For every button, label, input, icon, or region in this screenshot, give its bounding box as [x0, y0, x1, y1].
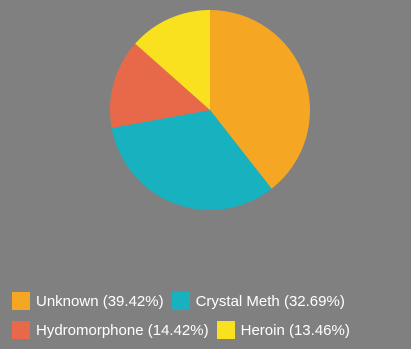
legend-swatch-crystal-meth [171, 292, 190, 310]
legend-swatch-hydromorphone [12, 321, 30, 339]
legend-row: Unknown (39.42%) Crystal Meth (32.69%) [12, 290, 353, 312]
pie-slice-unknown[interactable] [210, 10, 310, 189]
legend-percent-hydromorphone: (14.42%) [147, 321, 209, 339]
legend-percent-unknown: (39.42%) [102, 292, 164, 310]
legend-percent-crystal-meth: (32.69%) [283, 292, 345, 310]
legend-label-hydromorphone: Hydromorphone [36, 321, 144, 339]
pie-slice-heroin[interactable] [135, 10, 210, 110]
pie-slice-hydromorphone[interactable] [109, 43, 210, 129]
legend-item-crystal-meth[interactable]: Crystal Meth (32.69%) [171, 292, 345, 310]
pie-slice-crystal-meth[interactable] [111, 110, 272, 210]
legend-item-unknown[interactable]: Unknown (39.42%) [12, 292, 164, 310]
legend-item-heroin[interactable]: Heroin (13.46%) [216, 321, 350, 339]
legend-label-heroin: Heroin [240, 321, 285, 339]
legend-label-crystal-meth: Crystal Meth [195, 292, 280, 310]
legend-swatch-heroin [216, 321, 235, 339]
legend-item-hydromorphone[interactable]: Hydromorphone (14.42%) [12, 321, 209, 339]
legend-percent-heroin: (13.46%) [288, 321, 350, 339]
legend-row: Hydromorphone (14.42%) Heroin (13.46%) [12, 319, 358, 341]
legend-swatch-unknown [12, 292, 30, 310]
legend-label-unknown: Unknown [36, 292, 99, 310]
